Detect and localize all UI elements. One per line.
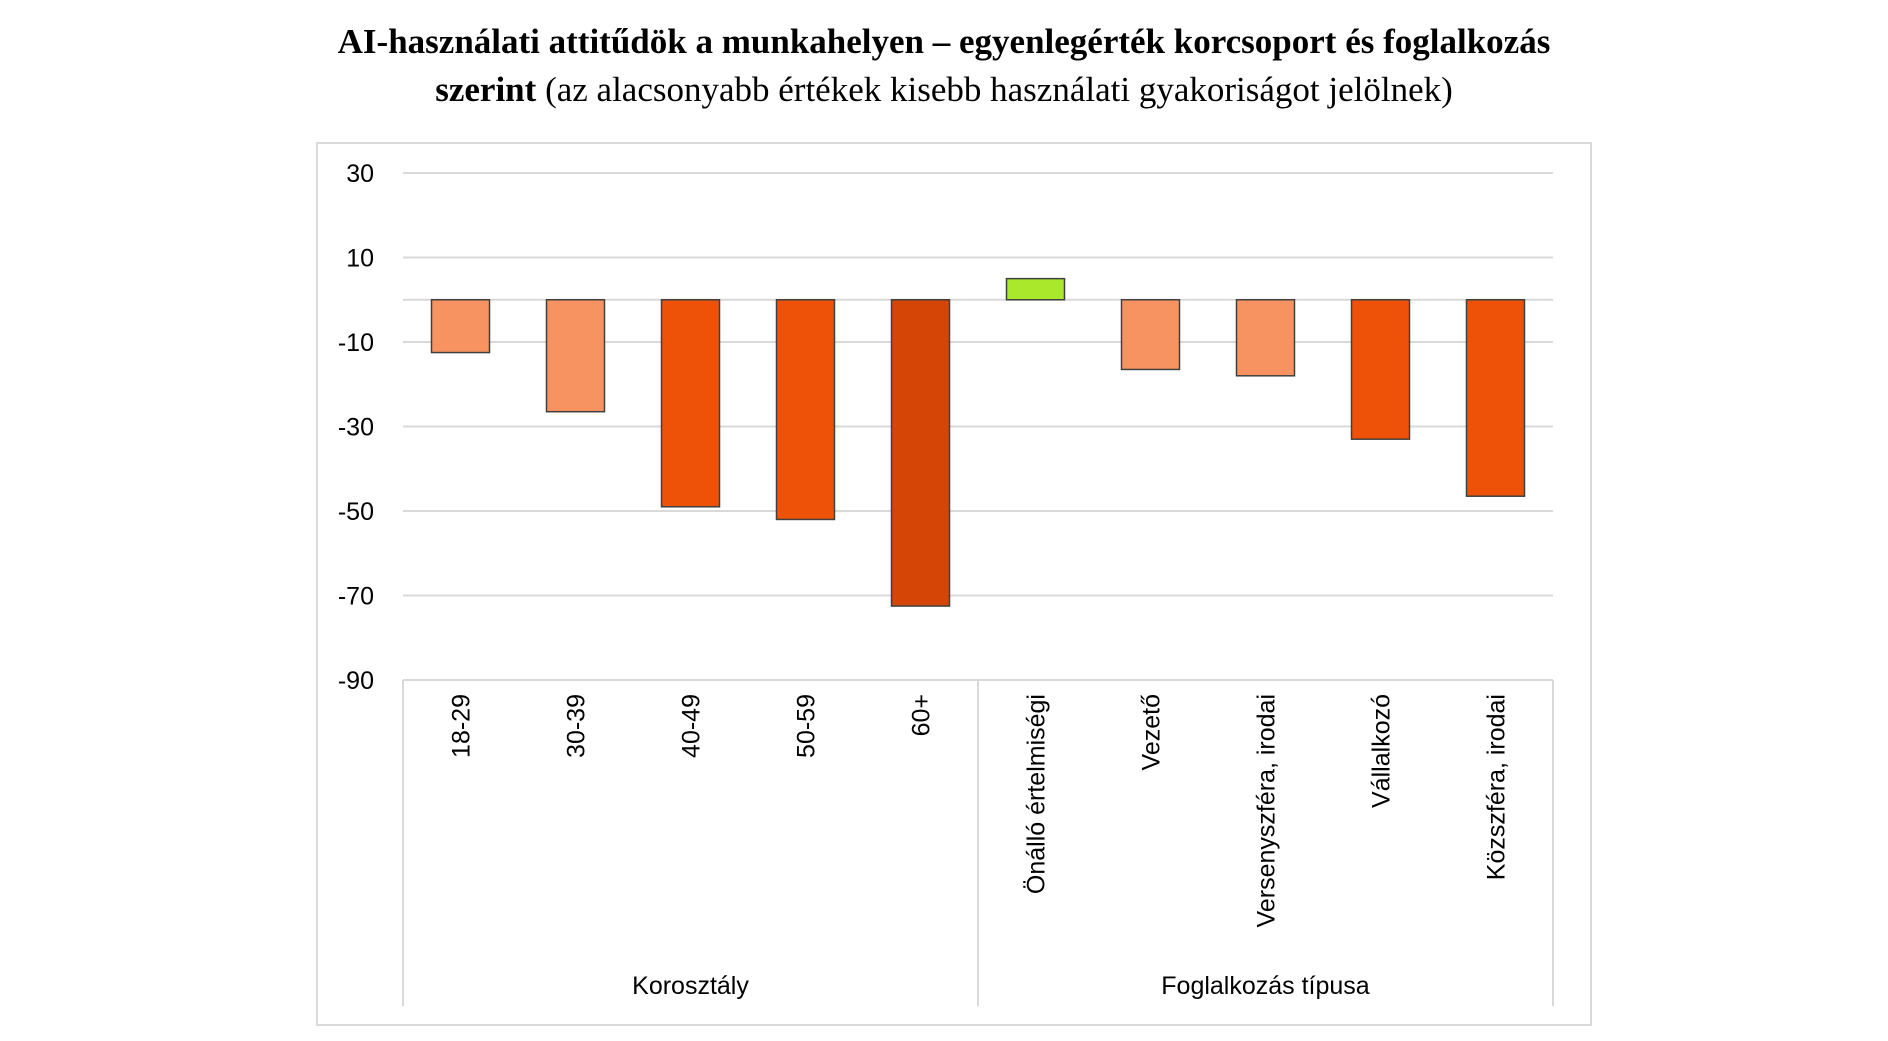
x-category-label: 40-49 [678, 694, 706, 758]
y-tick-label: 10 [346, 245, 374, 273]
group-label: Foglalkozás típusa [1161, 972, 1370, 1000]
bar [1120, 299, 1181, 371]
x-category-label: Vezető [1138, 694, 1166, 770]
y-tick-label: -10 [338, 329, 374, 357]
bar [1005, 277, 1066, 301]
bar [775, 299, 836, 521]
x-category-label: 50-59 [793, 694, 821, 758]
title-line2-note: (az alacsonyabb értékek kisebb használat… [536, 70, 1453, 109]
title-line1: AI-használati attitűdök a munkahelyen – … [337, 22, 1551, 61]
x-category-label: Közszféra, irodai [1483, 694, 1511, 880]
bar [890, 299, 951, 607]
y-tick-label: -30 [338, 414, 374, 442]
x-category-label: Vállalkozó [1368, 694, 1396, 808]
y-tick-label: 30 [346, 160, 374, 188]
x-category-label: Önálló értelmiségi [1023, 694, 1051, 894]
y-tick-label: -50 [338, 498, 374, 526]
y-tick-label: -90 [338, 667, 374, 695]
bar [1465, 299, 1526, 497]
bar [1350, 299, 1411, 440]
y-tick-label: -70 [338, 583, 374, 611]
chart-area [316, 142, 1592, 1026]
bar [545, 299, 606, 413]
x-category-label: 30-39 [563, 694, 591, 758]
x-category-label: Versenyszféra, irodai [1253, 694, 1281, 927]
group-label: Korosztály [632, 972, 749, 1000]
title-line2-bold: szerint [435, 70, 537, 109]
chart-title: AI-használati attitűdök a munkahelyen – … [0, 18, 1888, 114]
x-category-label: 18-29 [448, 694, 476, 758]
bar [1235, 299, 1296, 377]
x-category-label: 60+ [908, 694, 936, 736]
bar [660, 299, 721, 508]
bar [430, 299, 491, 354]
